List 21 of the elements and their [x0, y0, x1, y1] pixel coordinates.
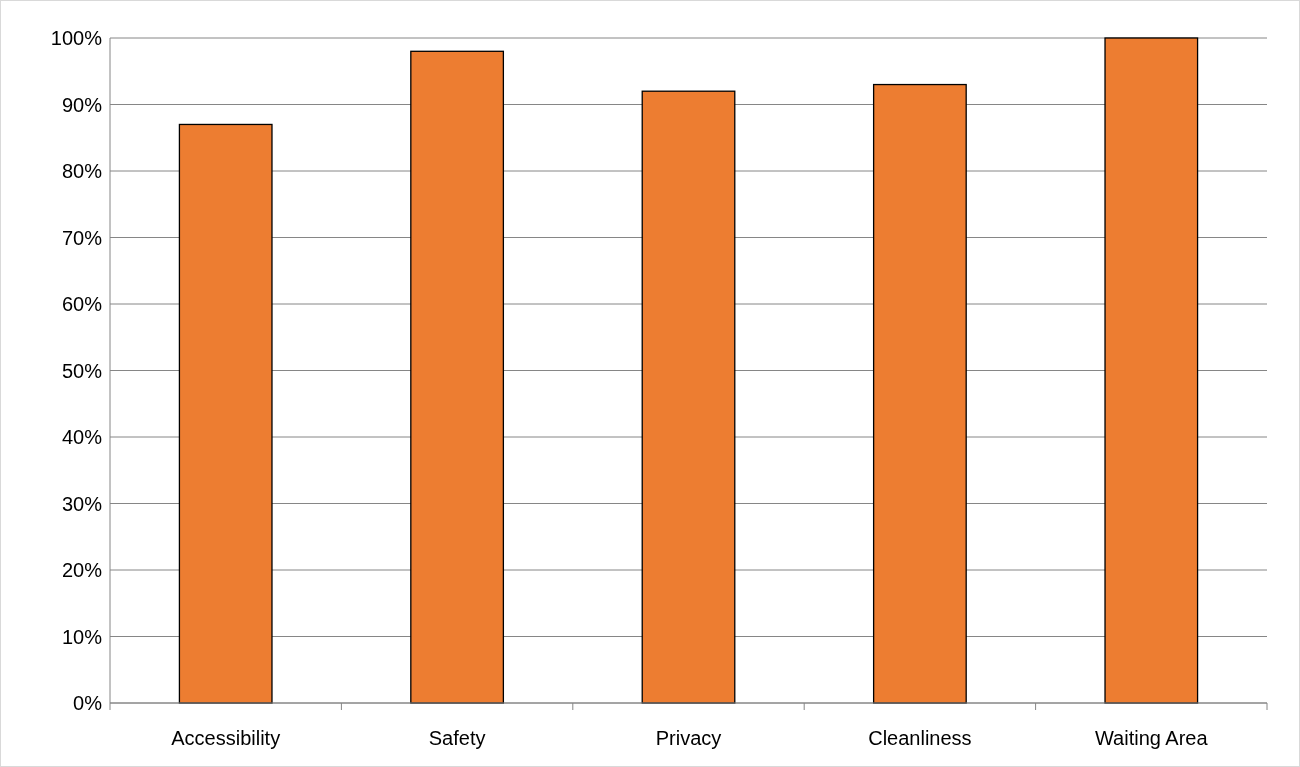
y-tick-label: 90% — [61, 93, 103, 116]
x-tick-label: Cleanliness — [868, 727, 972, 749]
y-tick-label: 30% — [61, 492, 103, 515]
y-tick-label: 20% — [61, 559, 103, 581]
bar — [872, 83, 967, 704]
y-tick-label: 50% — [61, 359, 103, 382]
y-tick-label: 70% — [61, 226, 103, 249]
bar — [1104, 37, 1199, 704]
x-tick-label: Accessibility — [171, 727, 281, 749]
x-tick-label: Safety — [428, 727, 486, 749]
bar — [641, 90, 736, 704]
x-tick-label: Waiting Area — [1094, 727, 1209, 749]
y-tick-label: 60% — [61, 293, 103, 315]
y-tick-label: 100% — [50, 27, 103, 49]
x-tick-label: Privacy — [655, 727, 722, 749]
y-tick-label: 40% — [61, 426, 103, 448]
y-tick-label: 10% — [61, 625, 103, 648]
bar — [178, 123, 273, 704]
y-tick-label: 80% — [61, 160, 103, 182]
bar — [410, 50, 505, 704]
y-tick-label: 0% — [73, 692, 103, 714]
